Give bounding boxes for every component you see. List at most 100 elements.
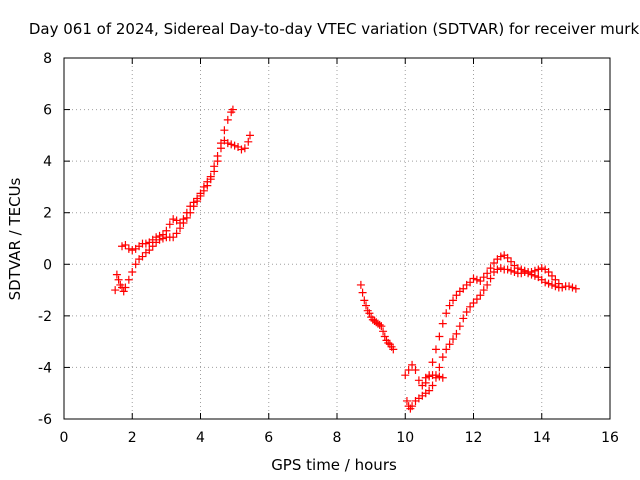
data-point <box>452 329 461 338</box>
y-tick-label: 0 <box>43 257 52 273</box>
data-point <box>203 181 212 190</box>
data-point <box>547 280 556 289</box>
data-point <box>462 307 471 316</box>
chart-title: Day 061 of 2024, Sidereal Day-to-day VTE… <box>29 20 640 38</box>
data-point <box>472 295 481 304</box>
data-point <box>128 246 137 255</box>
data-point <box>527 268 536 277</box>
data-point <box>435 332 444 341</box>
data-point <box>375 320 384 329</box>
data-point <box>124 275 133 284</box>
x-tick-label: 2 <box>128 430 137 446</box>
plot-frame <box>63 57 611 420</box>
data-point <box>486 264 495 273</box>
data-point <box>476 291 485 300</box>
data-point <box>544 268 553 277</box>
data-point <box>469 274 478 283</box>
y-tick-label: 4 <box>43 154 52 170</box>
data-point <box>379 327 388 336</box>
data-point <box>114 275 123 284</box>
data-point <box>131 260 140 269</box>
x-tick-label: 8 <box>333 430 342 446</box>
data-point <box>455 322 464 331</box>
x-tick-label: 14 <box>533 430 551 446</box>
data-point <box>435 372 444 381</box>
data-point <box>568 283 577 292</box>
data-point <box>442 345 451 354</box>
data-point <box>507 257 516 266</box>
data-point <box>486 274 495 283</box>
data-point <box>466 278 475 287</box>
data-point <box>128 268 137 277</box>
data-point <box>118 242 127 251</box>
data-point <box>520 266 529 275</box>
data-point <box>176 224 185 233</box>
data-point <box>530 266 539 275</box>
data-point <box>503 253 512 262</box>
data-point <box>489 258 498 267</box>
data-point <box>469 298 478 307</box>
x-tick-label: 10 <box>396 430 414 446</box>
data-point <box>565 282 574 291</box>
data-point <box>124 244 133 253</box>
data-point <box>503 265 512 274</box>
data-point <box>411 366 420 375</box>
data-point <box>459 314 468 323</box>
data-point <box>414 376 423 385</box>
data-point <box>121 240 130 249</box>
data-point <box>389 345 398 354</box>
data-point <box>206 175 215 184</box>
data-point <box>472 275 481 284</box>
y-tick-label: -6 <box>38 412 52 428</box>
y-tick-label: -4 <box>38 360 52 376</box>
data-point <box>377 322 386 331</box>
data-point <box>145 246 154 255</box>
data-point <box>240 144 249 153</box>
data-point <box>402 396 411 405</box>
y-tick-label: 8 <box>43 51 52 67</box>
data-point <box>384 338 393 347</box>
data-point <box>362 301 371 310</box>
data-point <box>408 360 417 369</box>
data-point <box>438 353 447 362</box>
data-point <box>438 319 447 328</box>
x-axis-label: GPS time / hours <box>271 456 397 474</box>
data-point <box>223 139 232 148</box>
data-point <box>210 167 219 176</box>
data-point <box>541 278 550 287</box>
data-point <box>558 283 567 292</box>
data-point <box>496 252 505 261</box>
data-point <box>186 208 195 217</box>
data-point <box>356 280 365 289</box>
data-point <box>380 332 389 341</box>
data-point <box>554 279 563 288</box>
x-tick-label: 12 <box>465 430 483 446</box>
x-tick-label: 4 <box>196 430 205 446</box>
data-point <box>428 381 437 390</box>
data-point <box>138 252 147 261</box>
data-point <box>479 286 488 295</box>
data-point <box>431 345 440 354</box>
data-point <box>230 141 239 150</box>
data-point <box>172 229 181 238</box>
x-tick-label: 0 <box>60 430 69 446</box>
data-point <box>428 358 437 367</box>
data-point <box>404 366 413 375</box>
y-axis-label: SDTVAR / TECUs <box>6 177 24 300</box>
data-point <box>227 140 236 149</box>
data-point <box>213 157 222 166</box>
data-point <box>165 220 174 229</box>
data-point <box>466 302 475 311</box>
data-point <box>360 296 369 305</box>
data-point <box>408 402 417 411</box>
data-point <box>182 213 191 222</box>
data-point <box>445 301 454 310</box>
x-tick-label: 16 <box>601 430 619 446</box>
data-point <box>244 137 253 146</box>
data-point <box>476 277 485 286</box>
data-point <box>155 235 164 244</box>
data-point <box>425 372 434 381</box>
data-point <box>148 242 157 251</box>
data-point <box>365 309 374 318</box>
data-point <box>179 219 188 228</box>
